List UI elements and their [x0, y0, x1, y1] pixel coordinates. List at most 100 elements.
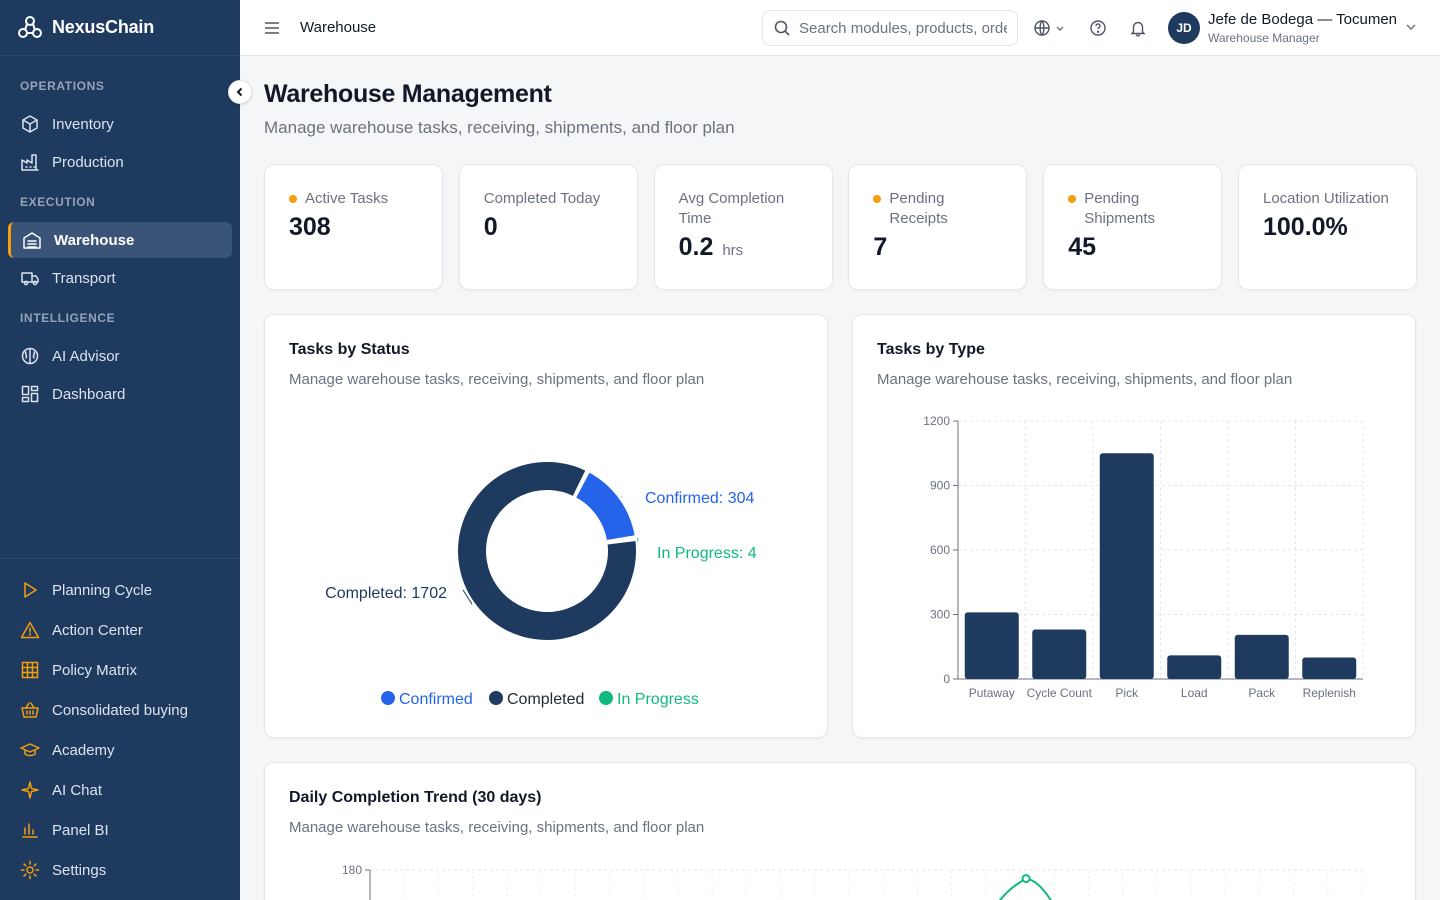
nav-section-intelligence: INTELLIGENCE: [20, 311, 116, 325]
sidebar-item-panel-bi[interactable]: Panel BI: [8, 812, 232, 848]
nav-icon-wrap: [20, 780, 40, 800]
bell-icon: [1130, 21, 1146, 37]
kpi-card-active-tasks[interactable]: Active Tasks 308: [264, 164, 443, 290]
sidebar-item-inventory[interactable]: Inventory: [8, 106, 232, 142]
nav-icon-wrap: [20, 268, 40, 288]
kpi-label: Pending Receipts: [889, 190, 948, 227]
nav-icon-wrap: [20, 820, 40, 840]
gear-icon: [20, 860, 40, 880]
help-button[interactable]: [1088, 18, 1108, 38]
bar-load[interactable]: [1167, 655, 1222, 679]
brand-name: NexusChain: [52, 17, 155, 37]
sidebar-nav: OPERATIONS Inventory Production EXECUTION Wa…: [0, 56, 240, 412]
bar-pack[interactable]: [1234, 634, 1289, 679]
page-title: Warehouse Management: [264, 80, 552, 108]
sidebar-item-settings[interactable]: Settings: [8, 852, 232, 888]
alert-triangle-icon: [20, 621, 40, 639]
nav-icon-wrap: [20, 152, 40, 172]
kpi-value: 100.0%: [1263, 213, 1348, 241]
legend-swatch: [599, 691, 613, 705]
nav-icon-wrap: [20, 700, 40, 720]
bar-chart-icon: [22, 823, 38, 838]
trend-point[interactable]: [1021, 874, 1031, 884]
x-tick-label: Cycle Count: [1027, 686, 1093, 700]
card-title: Daily Completion Trend (30 days): [289, 789, 542, 806]
kpi-card-pending-receipts[interactable]: Pending Receipts 7: [848, 164, 1028, 290]
play-icon: [24, 582, 37, 598]
kpi-card-pending-shipments[interactable]: Pending Shipments 45: [1043, 164, 1223, 290]
nav-icon-wrap: [20, 620, 40, 640]
sidebar-item-planning-cycle[interactable]: Planning Cycle: [8, 572, 232, 608]
sidebar-item-ai-advisor[interactable]: AI Advisor: [8, 338, 232, 374]
pie-slice-completed[interactable]: [456, 460, 638, 642]
legend-item-in-progress[interactable]: In Progress: [617, 691, 699, 708]
kpi-value: 45: [1068, 233, 1096, 261]
page-subtitle: Manage warehouse tasks, receiving, shipm…: [264, 118, 735, 137]
bar-cycle-count[interactable]: [1032, 629, 1087, 679]
kpi-value-row: 0.2 hrs: [679, 233, 808, 262]
pie-slice-confirmed[interactable]: [573, 470, 637, 543]
chevron-down-icon[interactable]: [1404, 20, 1418, 34]
legend-item-completed[interactable]: Completed: [507, 691, 584, 708]
sidebar-item-label: Inventory: [52, 115, 114, 133]
kpi-card-avg-completion-time[interactable]: Avg Completion Time 0.2 hrs: [653, 164, 833, 290]
help-circle-icon: [1090, 20, 1106, 36]
sidebar-divider: [0, 558, 240, 559]
language-selector[interactable]: [1032, 18, 1066, 38]
bar-putaway[interactable]: [964, 612, 1019, 679]
kpi-label-row: Pending Receipts: [873, 189, 1002, 229]
bar-pick[interactable]: [1099, 453, 1154, 679]
tasks-by-status-chart: Confirmed: 304 In Progress: 4 Completed: 1…: [325, 460, 757, 708]
brand[interactable]: NexusChain: [0, 0, 240, 56]
x-tick-label: Load: [1181, 686, 1208, 700]
y-tick-label: 0: [943, 672, 950, 686]
sidebar-item-action-center[interactable]: Action Center: [8, 612, 232, 648]
sidebar-item-dashboard[interactable]: Dashboard: [8, 376, 232, 412]
label-leader-line: [462, 589, 473, 605]
sidebar-item-label: Panel BI: [52, 821, 109, 839]
search-box[interactable]: [762, 10, 1018, 46]
bar-replenish[interactable]: [1302, 657, 1357, 680]
y-tick-label: 300: [930, 608, 950, 622]
daily-trend-card: Daily Completion Trend (30 days) Manage …: [264, 762, 1416, 900]
sidebar-item-label: Consolidated buying: [52, 701, 188, 719]
card-subtitle: Manage warehouse tasks, receiving, shipm…: [877, 371, 1293, 388]
x-tick-label: Putaway: [969, 686, 1015, 700]
menu-icon[interactable]: [262, 18, 282, 38]
notifications-button[interactable]: [1128, 18, 1148, 38]
avatar[interactable]: JD: [1168, 12, 1200, 44]
y-tick-label: 1200: [923, 414, 950, 428]
y-tick-label: 900: [930, 479, 950, 493]
collapse-sidebar-button[interactable]: [228, 80, 252, 104]
sidebar-item-label: Planning Cycle: [52, 581, 153, 599]
sidebar-item-production[interactable]: Production: [8, 144, 232, 180]
legend-swatch: [489, 691, 503, 705]
sidebar-item-academy[interactable]: Academy: [8, 732, 232, 768]
kpi-card-location-utilization[interactable]: Location Utilization 100.0%: [1238, 164, 1417, 290]
sidebar-item-policy-matrix[interactable]: Policy Matrix: [8, 652, 232, 688]
user-name[interactable]: Jefe de Bodega — Tocumen: [1208, 11, 1398, 28]
sidebar-item-label: Academy: [52, 741, 115, 759]
kpi-card-completed-today[interactable]: Completed Today 0: [458, 164, 638, 290]
search-input[interactable]: [799, 19, 1007, 37]
nav-icon-wrap: [20, 660, 40, 680]
tasks-by-status-card: Tasks by Status Manage warehouse tasks, …: [264, 314, 828, 738]
chevron-down-icon: [1056, 26, 1064, 31]
kpi-label-row: Location Utilization: [1263, 189, 1392, 209]
kpi-label: Pending Shipments: [1084, 190, 1156, 227]
sidebar-bottom-nav: Planning Cycle Action Center Policy Matrix…: [0, 570, 240, 892]
legend-swatch: [381, 691, 395, 705]
sidebar-item-warehouse[interactable]: Warehouse: [8, 222, 232, 258]
kpi-value-row: 45: [1068, 233, 1197, 262]
kpi-value-row: 0: [484, 213, 613, 242]
nav-icon-wrap: [20, 860, 40, 880]
legend-item-confirmed[interactable]: Confirmed: [399, 691, 473, 708]
breadcrumb[interactable]: Warehouse: [300, 19, 377, 36]
nav-icon-wrap: [20, 346, 40, 366]
status-dot: [1068, 195, 1077, 203]
sidebar-item-label: Dashboard: [52, 385, 126, 403]
kpi-value-row: 308: [289, 213, 418, 242]
sidebar-item-ai-chat[interactable]: AI Chat: [8, 772, 232, 808]
sidebar-item-transport[interactable]: Transport: [8, 260, 232, 296]
sidebar-item-consolidated-buying[interactable]: Consolidated buying: [8, 692, 232, 728]
